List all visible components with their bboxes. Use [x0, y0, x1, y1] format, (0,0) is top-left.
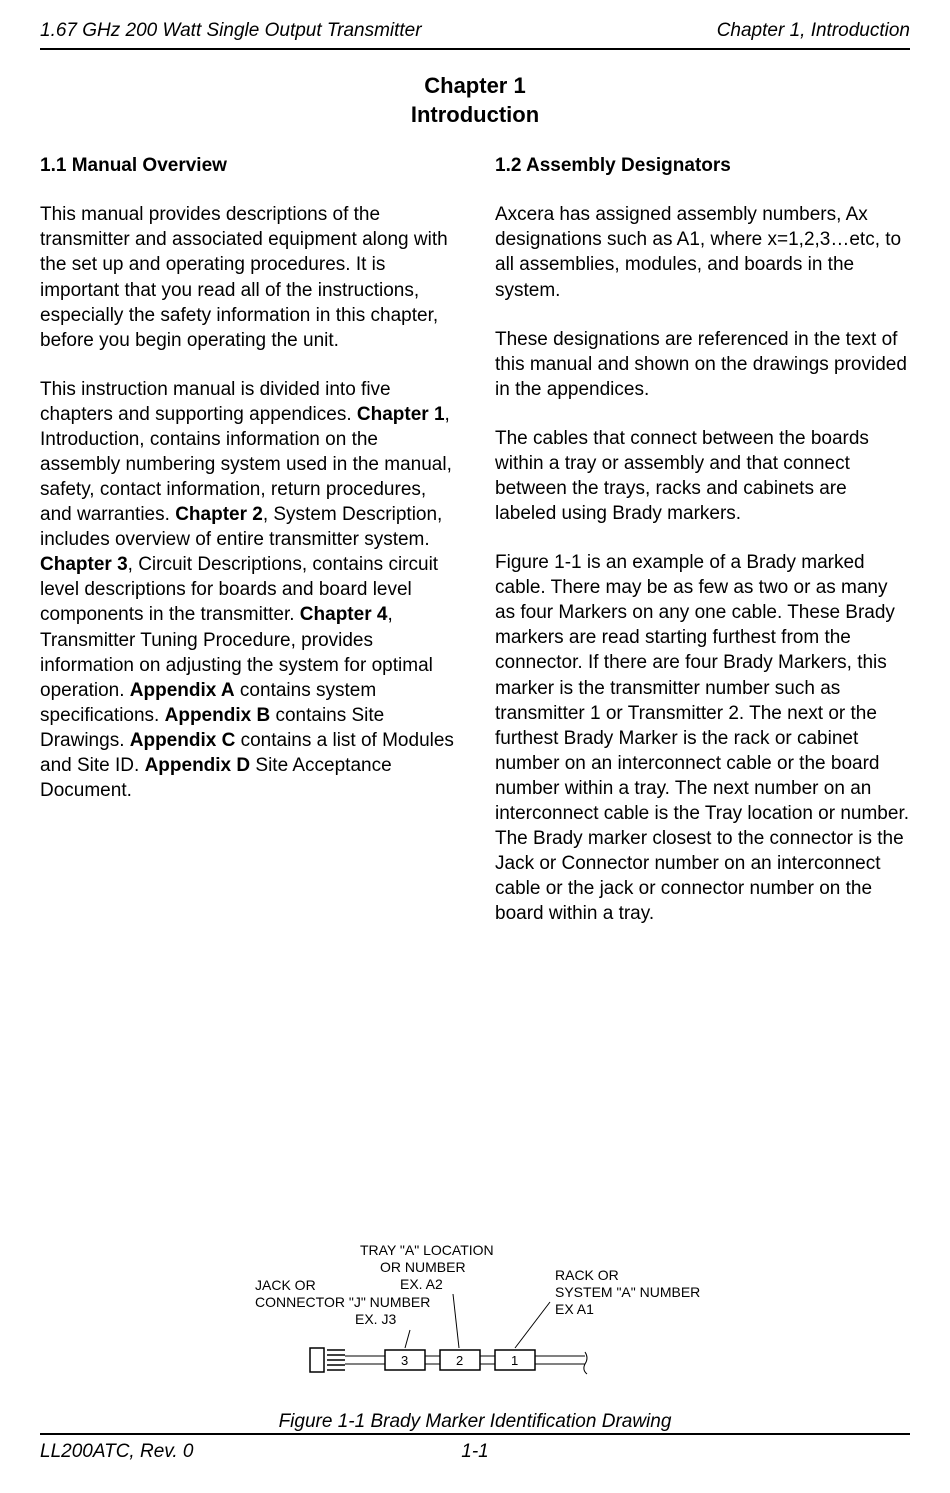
svg-leader [453, 1294, 459, 1348]
left-para-2-b7: Appendix C [130, 730, 236, 751]
footer-page-number: 1-1 [330, 1441, 620, 1463]
svg-connector-body [310, 1348, 324, 1372]
svg-marker-3-num: 3 [401, 1353, 408, 1368]
section-1-2-heading: 1.2 Assembly Designators [495, 153, 910, 178]
svg-rack-label-1: RACK OR [555, 1267, 619, 1283]
right-para-4: Figure 1-1 is an example of a Brady mark… [495, 550, 910, 926]
content-columns: 1.1 Manual Overview This manual provides… [40, 153, 910, 1210]
figure-1-1: TRAY "A" LOCATION OR NUMBER EX. A2 JACK … [40, 1240, 910, 1433]
left-para-2-b5: Appendix A [130, 680, 235, 701]
figure-1-1-caption: Figure 1-1 Brady Marker Identification D… [40, 1411, 910, 1433]
svg-leader [515, 1302, 550, 1348]
footer-right [620, 1441, 910, 1463]
left-para-2-pre: This instruction manual is divided into … [40, 379, 391, 425]
svg-rack-label-3: EX A1 [555, 1301, 594, 1317]
right-column: 1.2 Assembly Designators Axcera has assi… [495, 153, 910, 1210]
page-header: 1.67 GHz 200 Watt Single Output Transmit… [40, 20, 910, 50]
header-left: 1.67 GHz 200 Watt Single Output Transmit… [40, 20, 422, 42]
svg-tray-label-2: OR NUMBER [380, 1259, 466, 1275]
right-para-1: Axcera has assigned assembly numbers, Ax… [495, 202, 910, 302]
left-para-2-b8: Appendix D [145, 755, 251, 776]
svg-cable-break [584, 1352, 587, 1374]
svg-jack-label-3: EX. J3 [355, 1311, 396, 1327]
svg-marker-2-num: 2 [456, 1353, 463, 1368]
chapter-title: Chapter 1 Introduction [40, 72, 910, 129]
brady-marker-diagram: TRAY "A" LOCATION OR NUMBER EX. A2 JACK … [215, 1240, 735, 1405]
left-para-2-b1: Chapter 1 [357, 404, 445, 425]
svg-marker-1-num: 1 [511, 1353, 518, 1368]
svg-jack-label-2: CONNECTOR "J" NUMBER [255, 1294, 430, 1310]
svg-tray-label-3: EX. A2 [400, 1276, 443, 1292]
svg-jack-label-1: JACK OR [255, 1277, 316, 1293]
left-para-2-b6: Appendix B [165, 705, 271, 726]
page-footer: LL200ATC, Rev. 0 1-1 [40, 1433, 910, 1463]
svg-rack-label-2: SYSTEM "A" NUMBER [555, 1284, 700, 1300]
header-right: Chapter 1, Introduction [717, 20, 910, 42]
svg-leader [405, 1330, 410, 1348]
svg-tray-label-1: TRAY "A" LOCATION [360, 1242, 494, 1258]
right-para-2: These designations are referenced in the… [495, 327, 910, 402]
section-1-1-heading: 1.1 Manual Overview [40, 153, 455, 178]
right-para-3: The cables that connect between the boar… [495, 426, 910, 526]
chapter-name: Introduction [40, 101, 910, 130]
left-para-2-b4: Chapter 4 [300, 604, 388, 625]
left-para-2-b2: Chapter 2 [175, 504, 263, 525]
left-column: 1.1 Manual Overview This manual provides… [40, 153, 455, 1210]
footer-left: LL200ATC, Rev. 0 [40, 1441, 330, 1463]
left-para-2-b3: Chapter 3 [40, 554, 128, 575]
left-para-1: This manual provides descriptions of the… [40, 202, 455, 352]
left-para-2: This instruction manual is divided into … [40, 377, 455, 803]
chapter-number: Chapter 1 [40, 72, 910, 101]
